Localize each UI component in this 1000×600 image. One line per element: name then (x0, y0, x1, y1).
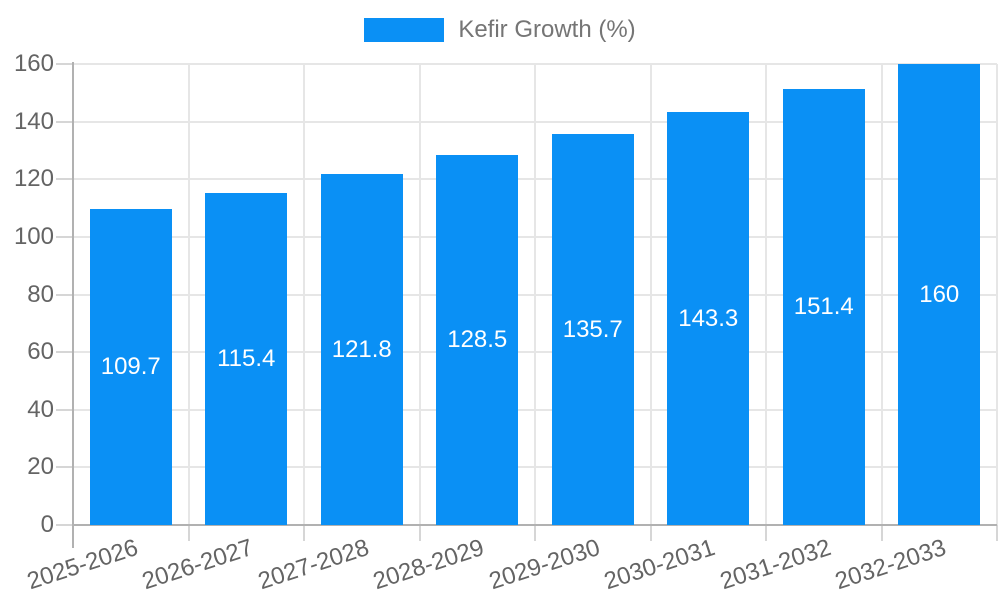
y-axis-label: 60 (27, 338, 54, 366)
gridline-vertical (996, 64, 998, 525)
bar-value-label: 135.7 (562, 315, 623, 343)
y-axis-label: 100 (13, 222, 54, 250)
gridline-vertical (187, 64, 190, 525)
y-axis-tick (56, 351, 73, 354)
x-axis-tick (187, 525, 190, 541)
y-axis-label: 140 (13, 107, 54, 135)
y-axis-line (72, 62, 74, 525)
bar[interactable] (782, 88, 865, 525)
bar[interactable] (320, 174, 403, 525)
x-axis-tick (765, 525, 767, 541)
bar-value-label: 121.8 (331, 335, 392, 363)
bar[interactable] (898, 64, 981, 525)
bar[interactable] (436, 154, 519, 525)
y-axis-label: 20 (27, 453, 54, 481)
bar[interactable] (667, 112, 750, 525)
bar[interactable] (89, 208, 172, 525)
gridline-vertical (418, 64, 421, 525)
x-axis-tick (880, 525, 883, 541)
y-axis-tick (56, 63, 73, 65)
x-axis-tick (418, 525, 421, 541)
bar[interactable] (551, 134, 634, 525)
x-axis-tick (996, 525, 998, 541)
gridline-vertical (880, 64, 883, 525)
x-axis-line (72, 524, 997, 526)
y-axis-label: 40 (27, 395, 54, 423)
x-axis-tick (534, 525, 536, 541)
bar-value-label: 151.4 (793, 292, 854, 320)
x-axis-tick (649, 525, 652, 541)
y-axis-tick (56, 120, 73, 123)
y-axis-label: 0 (40, 511, 54, 538)
y-axis-tick (56, 235, 73, 238)
legend-swatch-icon (364, 17, 445, 42)
bar[interactable] (205, 192, 288, 525)
gridline-vertical (649, 64, 652, 525)
gridline-vertical (303, 64, 305, 525)
x-axis-tick (72, 525, 74, 548)
y-axis-label: 120 (13, 165, 54, 193)
y-axis-label: 160 (13, 50, 54, 77)
bar-value-label: 160 (919, 280, 960, 308)
legend-label: Kefir Growth (%) (458, 16, 636, 43)
bar-value-label: 115.4 (217, 344, 276, 372)
y-axis-tick (56, 293, 73, 296)
y-axis-tick (56, 178, 73, 181)
y-axis-tick (56, 524, 73, 526)
legend[interactable]: Kefir Growth (%) (0, 17, 1000, 42)
bar-value-label: 109.7 (100, 352, 161, 380)
bar-value-label: 143.3 (678, 304, 739, 332)
y-axis-tick (56, 408, 73, 411)
bar-value-label: 128.5 (447, 325, 508, 353)
gridline-vertical (534, 64, 536, 525)
gridline-vertical (765, 64, 767, 525)
y-axis-tick (56, 466, 73, 469)
x-axis-tick (303, 525, 305, 541)
y-axis-label: 80 (27, 280, 54, 308)
